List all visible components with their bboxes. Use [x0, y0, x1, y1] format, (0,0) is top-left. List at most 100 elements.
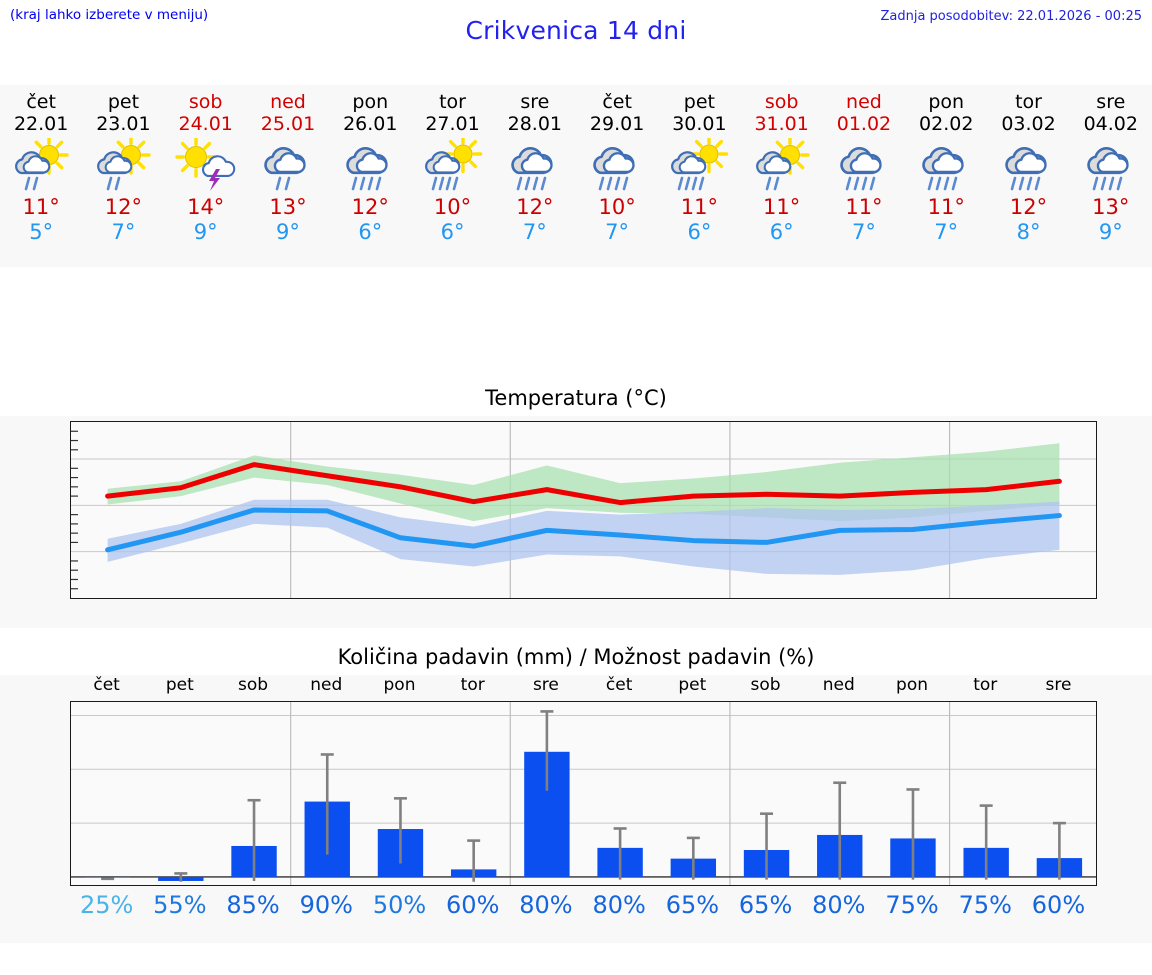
cloud-rain-heavy-icon	[500, 138, 570, 194]
day-name: ned	[270, 91, 306, 113]
precipitation-probability: 50%	[372, 891, 427, 919]
day-name: sob	[764, 91, 799, 113]
day-date: 24.01	[178, 113, 233, 135]
precipitation-probability: 60%	[446, 891, 500, 919]
precipitation-day-label: sre	[532, 675, 559, 695]
day-date: 23.01	[96, 113, 151, 135]
precipitation-probability: 90%	[299, 891, 353, 919]
day-max-temp: 10°	[598, 195, 636, 219]
day-date: 03.02	[1001, 113, 1056, 135]
day-name: pet	[683, 91, 715, 113]
day-min-temp: 6°	[769, 220, 794, 244]
precipitation-day-label: pon	[383, 675, 416, 695]
day-column[interactable]: pon 26.01 12° 6°	[329, 85, 411, 267]
precipitation-probability: 55%	[153, 891, 207, 919]
day-min-temp: 7°	[934, 220, 959, 244]
day-date: 26.01	[343, 113, 398, 135]
day-name: sre	[520, 91, 550, 113]
day-min-temp: 9°	[276, 220, 300, 244]
precipitation-probability: 75%	[885, 891, 939, 919]
precipitation-day-label: tor	[973, 675, 998, 695]
day-min-temp: 9°	[193, 220, 218, 244]
day-column[interactable]: čet 22.01 11° 5°	[0, 85, 82, 267]
day-column[interactable]: tor 03.02 12° 8°	[987, 85, 1069, 267]
day-name: pet	[107, 91, 140, 113]
temperature-chart-title: Temperatura (°C)	[485, 386, 667, 410]
precipitation-day-label: pon	[896, 675, 928, 695]
day-max-temp: 13°	[269, 195, 307, 219]
day-column[interactable]: čet 29.01 10° 7°	[576, 85, 658, 267]
cloud-rain-heavy-icon	[335, 138, 405, 194]
day-min-temp: 6°	[358, 220, 383, 244]
day-date: 25.01	[260, 113, 316, 135]
day-column[interactable]: ned 25.01 13° 9°	[247, 85, 329, 267]
precipitation-day-label: pet	[678, 675, 707, 695]
day-min-temp: 9°	[1098, 220, 1123, 244]
page-title: Crikvenica 14 dni	[465, 16, 687, 45]
day-date: 30.01	[672, 113, 727, 135]
day-max-temp: 13°	[1092, 195, 1130, 219]
day-date: 04.02	[1083, 113, 1138, 135]
day-column[interactable]: pet 30.01 11° 6°	[658, 85, 740, 267]
precipitation-probability: 25%	[79, 891, 134, 919]
precipitation-day-label: sob	[238, 675, 269, 695]
day-date: 29.01	[589, 113, 645, 135]
sun-cloud-rain-icon	[6, 135, 76, 194]
day-max-temp: 11°	[680, 195, 718, 219]
cloud-rain-heavy-icon	[829, 138, 899, 194]
precipitation-probability-row: 25% 55% 85% 90% 50% 60% 80% 80% 65% 65% 80% 75% 75% 6…	[70, 891, 1095, 919]
precipitation-day-labels: čet pet sob ned pon tor sre čet pet sob ned pon tor s…	[70, 675, 1095, 695]
precipitation-probability: 75%	[958, 891, 1012, 919]
precipitation-day-label: pet	[165, 675, 194, 695]
cloud-rain-heavy-icon	[582, 138, 652, 194]
day-max-temp: 10°	[433, 195, 472, 219]
day-name: čet	[602, 91, 632, 113]
day-column[interactable]: pon 02.02 11° 7°	[905, 85, 987, 267]
precipitation-panel: Količina padavin (mm) / Možnost padavin …	[0, 643, 1152, 943]
precipitation-probability: 80%	[519, 891, 573, 919]
cloud-rain-heavy-icon	[994, 138, 1064, 194]
day-max-temp: 11°	[22, 195, 60, 219]
day-column[interactable]: sob 24.01 14° 9°	[165, 85, 247, 267]
day-min-temp: 6°	[440, 220, 465, 244]
day-max-temp: 14°	[187, 195, 225, 219]
day-max-temp: 11°	[763, 195, 801, 219]
day-column[interactable]: sob 31.01 11° 6°	[741, 85, 823, 267]
daily-forecast-strip: čet 22.01 11° 5° pet 23.01 12° 7° sob 24.01 14°…	[0, 85, 1152, 267]
precipitation-chart-title: Količina padavin (mm) / Možnost padavin …	[337, 645, 815, 669]
day-max-temp: 11°	[845, 195, 883, 219]
day-column[interactable]: pet 23.01 12° 7°	[82, 85, 164, 267]
day-name: ned	[846, 91, 882, 113]
day-column[interactable]: sre 04.02 13° 9°	[1070, 85, 1152, 267]
day-max-temp: 12°	[516, 195, 554, 219]
precipitation-probability: 65%	[738, 891, 793, 919]
day-name: tor	[439, 91, 466, 113]
day-min-temp: 5°	[29, 220, 54, 244]
day-date: 28.01	[507, 113, 563, 135]
precipitation-day-label: čet	[605, 675, 633, 695]
day-column[interactable]: ned 01.02 11° 7°	[823, 85, 905, 267]
precipitation-day-label: ned	[310, 675, 343, 695]
sun-cloud-rain-heavy-icon	[664, 134, 734, 194]
day-min-temp: 7°	[605, 220, 630, 244]
day-max-temp: 12°	[351, 195, 389, 219]
precipitation-day-label: ned	[822, 675, 855, 695]
day-name: sre	[1096, 91, 1126, 113]
precipitation-plot-area	[70, 701, 1097, 886]
day-column[interactable]: tor 27.01 10° 6°	[411, 85, 493, 267]
precipitation-probability: 85%	[226, 891, 280, 919]
day-date: 22.01	[13, 113, 69, 135]
day-name: tor	[1015, 91, 1042, 113]
precipitation-probability: 80%	[812, 891, 866, 919]
day-date: 27.01	[425, 113, 480, 135]
day-min-temp: 7°	[852, 220, 876, 244]
precipitation-probability: 60%	[1031, 891, 1086, 919]
temperature-plot-area	[70, 421, 1097, 599]
day-column[interactable]: sre 28.01 12° 7°	[494, 85, 576, 267]
day-max-temp: 11°	[927, 195, 965, 219]
day-max-temp: 12°	[104, 195, 143, 219]
location-menu-hint[interactable]: (kraj lahko izberete v meniju)	[10, 7, 209, 23]
cloud-rain-heavy-icon	[1076, 138, 1146, 194]
last-updated-text: Zadnja posodobitev: 22.01.2026 - 00:25	[880, 9, 1142, 24]
